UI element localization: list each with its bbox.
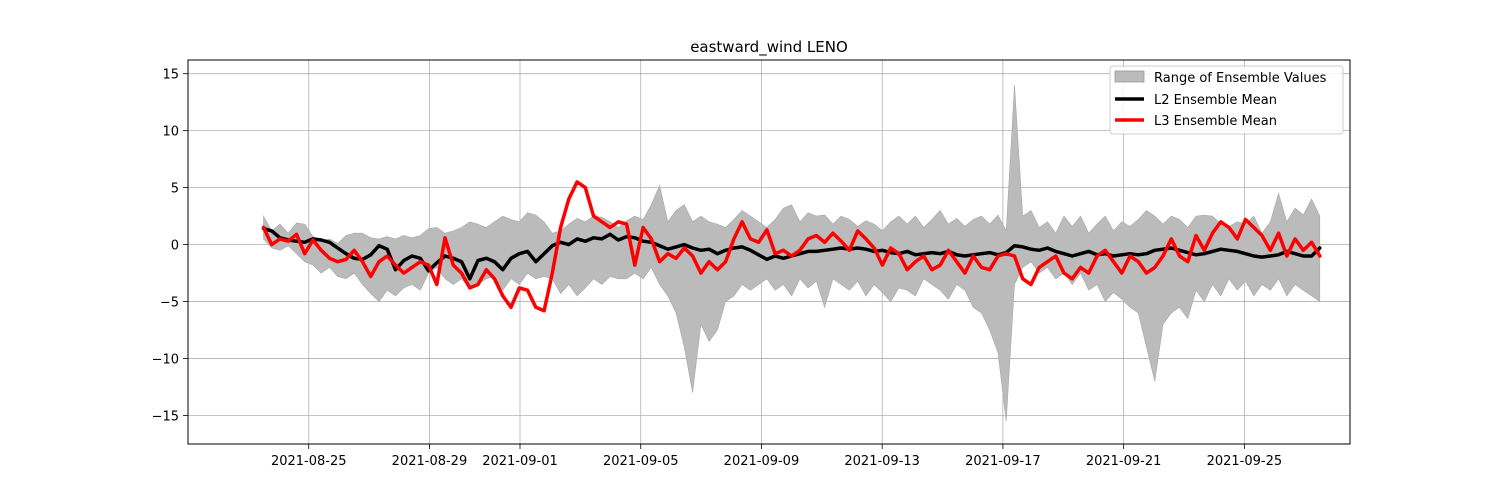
x-tick-label: 2021-08-29: [392, 454, 468, 469]
x-tick-label: 2021-09-21: [1086, 454, 1162, 469]
x-tick-label: 2021-09-09: [724, 454, 800, 469]
legend-swatch-range: [1114, 70, 1145, 83]
y-tick-label: −5: [160, 296, 179, 311]
series-lines: [261, 180, 1322, 313]
l3-mean-line: [261, 180, 1322, 313]
range-band: [263, 85, 1321, 422]
axis-ticks: 2021-08-25 2021-08-29 2021-09-01 2021-09-05…: [152, 68, 1283, 469]
y-tick-label: 10: [162, 125, 179, 140]
y-tick-label: 5: [171, 182, 179, 197]
chart-title: eastward_wind LENO: [690, 38, 848, 57]
y-tick-label: −15: [152, 410, 179, 425]
legend-label-range: Range of Ensemble Values: [1154, 71, 1327, 86]
legend: Range of Ensemble Values L2 Ensemble Mea…: [1109, 65, 1344, 135]
legend-frame: [1109, 65, 1344, 135]
x-tick-label: 2021-09-13: [844, 454, 920, 469]
x-tick-label: 2021-08-25: [271, 454, 347, 469]
x-tick-label: 2021-09-01: [482, 454, 558, 469]
x-tick-label: 2021-09-05: [603, 454, 679, 469]
y-tick-label: 0: [171, 239, 179, 254]
legend-label-l3: L3 Ensemble Mean: [1154, 114, 1277, 129]
legend-label-l2: L2 Ensemble Mean: [1154, 93, 1277, 108]
range-band-layer: [263, 85, 1321, 422]
x-tick-label: 2021-09-17: [965, 454, 1041, 469]
x-tick-label: 2021-09-25: [1207, 454, 1283, 469]
y-tick-label: 15: [162, 68, 179, 83]
y-tick-label: −10: [152, 353, 179, 368]
plot-frame: [187, 59, 1351, 445]
